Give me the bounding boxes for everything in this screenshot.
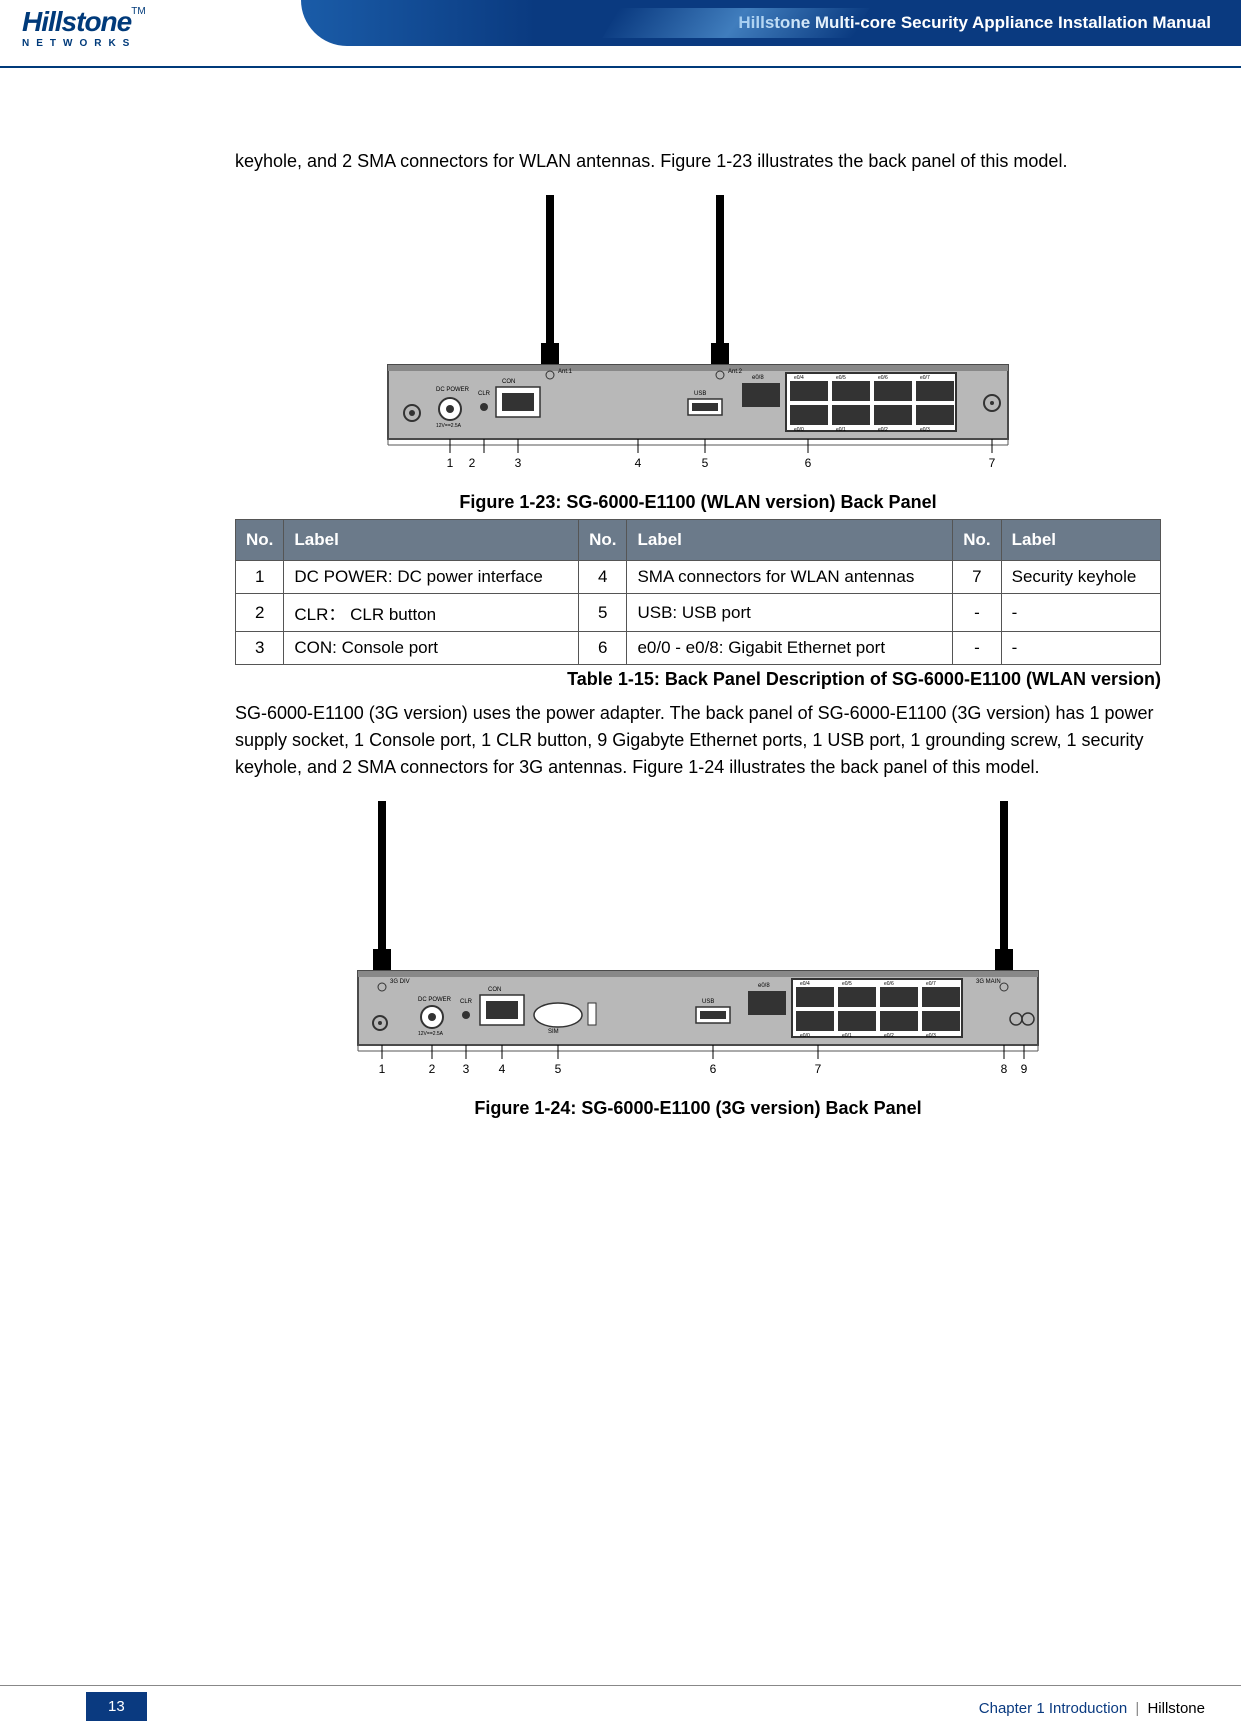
svg-text:e0/4: e0/4 <box>800 981 810 987</box>
intro-text: keyhole, and 2 SMA connectors for WLAN a… <box>235 148 1161 175</box>
th-no-3: No. <box>953 520 1001 561</box>
svg-text:4: 4 <box>499 1062 506 1076</box>
svg-text:12V==2.5A: 12V==2.5A <box>418 1031 444 1037</box>
svg-text:e0/0: e0/0 <box>800 1033 810 1039</box>
svg-text:e0/3: e0/3 <box>920 427 930 433</box>
page-content: keyhole, and 2 SMA connectors for WLAN a… <box>0 68 1241 1119</box>
svg-text:DC POWER: DC POWER <box>418 997 452 1003</box>
figure-1-24: 3G DIV DC POWER 12V==2.5A CLR CON <box>235 801 1161 1086</box>
svg-text:7: 7 <box>989 456 996 470</box>
svg-text:e0/3: e0/3 <box>926 1033 936 1039</box>
device-panel-wlan: DC POWER 12V==2.5A CLR CON Ant.1 Ant.2 U… <box>378 195 1018 475</box>
svg-text:3G MAIN: 3G MAIN <box>976 979 1001 985</box>
table-row: 2 CLR： CLR button 5 USB: USB port - - <box>236 594 1161 632</box>
logo-main: Hillstone <box>22 6 131 37</box>
svg-text:9: 9 <box>1021 1062 1028 1076</box>
svg-text:3: 3 <box>463 1062 470 1076</box>
svg-text:7: 7 <box>815 1062 822 1076</box>
header-band: Hillstone Multi-core Security Appliance … <box>301 0 1241 46</box>
svg-text:e0/2: e0/2 <box>884 1033 894 1039</box>
th-label-3: Label <box>1001 520 1160 561</box>
svg-text:e0/8: e0/8 <box>752 375 764 381</box>
svg-text:1: 1 <box>447 456 454 470</box>
svg-text:2: 2 <box>429 1062 436 1076</box>
svg-text:5: 5 <box>702 456 709 470</box>
svg-text:6: 6 <box>805 456 812 470</box>
logo-tm: TM <box>131 6 145 17</box>
th-no-1: No. <box>236 520 284 561</box>
header-stripe <box>602 8 869 38</box>
page-header: HillstoneTM NETWORKS Hillstone Multi-cor… <box>0 0 1241 68</box>
svg-text:CLR: CLR <box>478 391 491 397</box>
svg-text:CON: CON <box>488 987 501 993</box>
svg-text:SIM: SIM <box>548 1029 559 1035</box>
svg-text:USB: USB <box>694 391 706 397</box>
svg-text:6: 6 <box>710 1062 717 1076</box>
th-no-2: No. <box>579 520 627 561</box>
device-panel-3g: 3G DIV DC POWER 12V==2.5A CLR CON <box>348 801 1048 1081</box>
figure-1-23: DC POWER 12V==2.5A CLR CON Ant.1 Ant.2 U… <box>235 195 1161 480</box>
svg-text:8: 8 <box>1001 1062 1008 1076</box>
svg-text:e0/6: e0/6 <box>878 375 888 381</box>
svg-text:CON: CON <box>502 379 515 385</box>
figure-1-24-caption: Figure 1-24: SG-6000-E1100 (3G version) … <box>235 1098 1161 1119</box>
figure-1-23-caption: Figure 1-23: SG-6000-E1100 (WLAN version… <box>235 492 1161 513</box>
svg-text:e0/4: e0/4 <box>794 375 804 381</box>
svg-text:3: 3 <box>515 456 522 470</box>
svg-text:DC POWER: DC POWER <box>436 387 470 393</box>
page-footer: 13 Chapter 1 Introduction | Hillstone <box>0 1685 1241 1729</box>
table-1-15-caption: Table 1-15: Back Panel Description of SG… <box>235 669 1161 690</box>
table-1-15: No. Label No. Label No. Label 1 DC POWER… <box>235 519 1161 665</box>
svg-text:e0/0: e0/0 <box>794 427 804 433</box>
th-label-2: Label <box>627 520 953 561</box>
svg-text:e0/8: e0/8 <box>758 983 770 989</box>
svg-text:2: 2 <box>469 456 476 470</box>
footer-chapter: Chapter 1 Introduction | Hillstone <box>979 1700 1205 1717</box>
svg-text:5: 5 <box>555 1062 562 1076</box>
svg-text:USB: USB <box>702 999 714 1005</box>
table-row: 1 DC POWER: DC power interface 4 SMA con… <box>236 561 1161 594</box>
logo-sub: NETWORKS <box>22 38 146 49</box>
table-row: 3 CON: Console port 6 e0/0 - e0/8: Gigab… <box>236 632 1161 665</box>
svg-text:12V==2.5A: 12V==2.5A <box>436 423 462 429</box>
svg-text:e0/2: e0/2 <box>878 427 888 433</box>
mid-text: SG-6000-E1100 (3G version) uses the powe… <box>235 700 1161 781</box>
svg-text:e0/7: e0/7 <box>920 375 930 381</box>
svg-text:4: 4 <box>635 456 642 470</box>
svg-text:e0/1: e0/1 <box>842 1033 852 1039</box>
th-label-1: Label <box>284 520 579 561</box>
svg-text:1: 1 <box>379 1062 386 1076</box>
svg-text:e0/7: e0/7 <box>926 981 936 987</box>
page-number: 13 <box>86 1692 147 1721</box>
svg-text:Ant.1: Ant.1 <box>558 369 573 375</box>
svg-text:e0/1: e0/1 <box>836 427 846 433</box>
logo: HillstoneTM NETWORKS <box>22 6 146 49</box>
svg-text:e0/5: e0/5 <box>842 981 852 987</box>
svg-text:Ant.2: Ant.2 <box>728 369 743 375</box>
svg-text:e0/6: e0/6 <box>884 981 894 987</box>
svg-text:e0/5: e0/5 <box>836 375 846 381</box>
svg-text:3G DIV: 3G DIV <box>390 979 410 985</box>
svg-text:CLR: CLR <box>460 999 473 1005</box>
